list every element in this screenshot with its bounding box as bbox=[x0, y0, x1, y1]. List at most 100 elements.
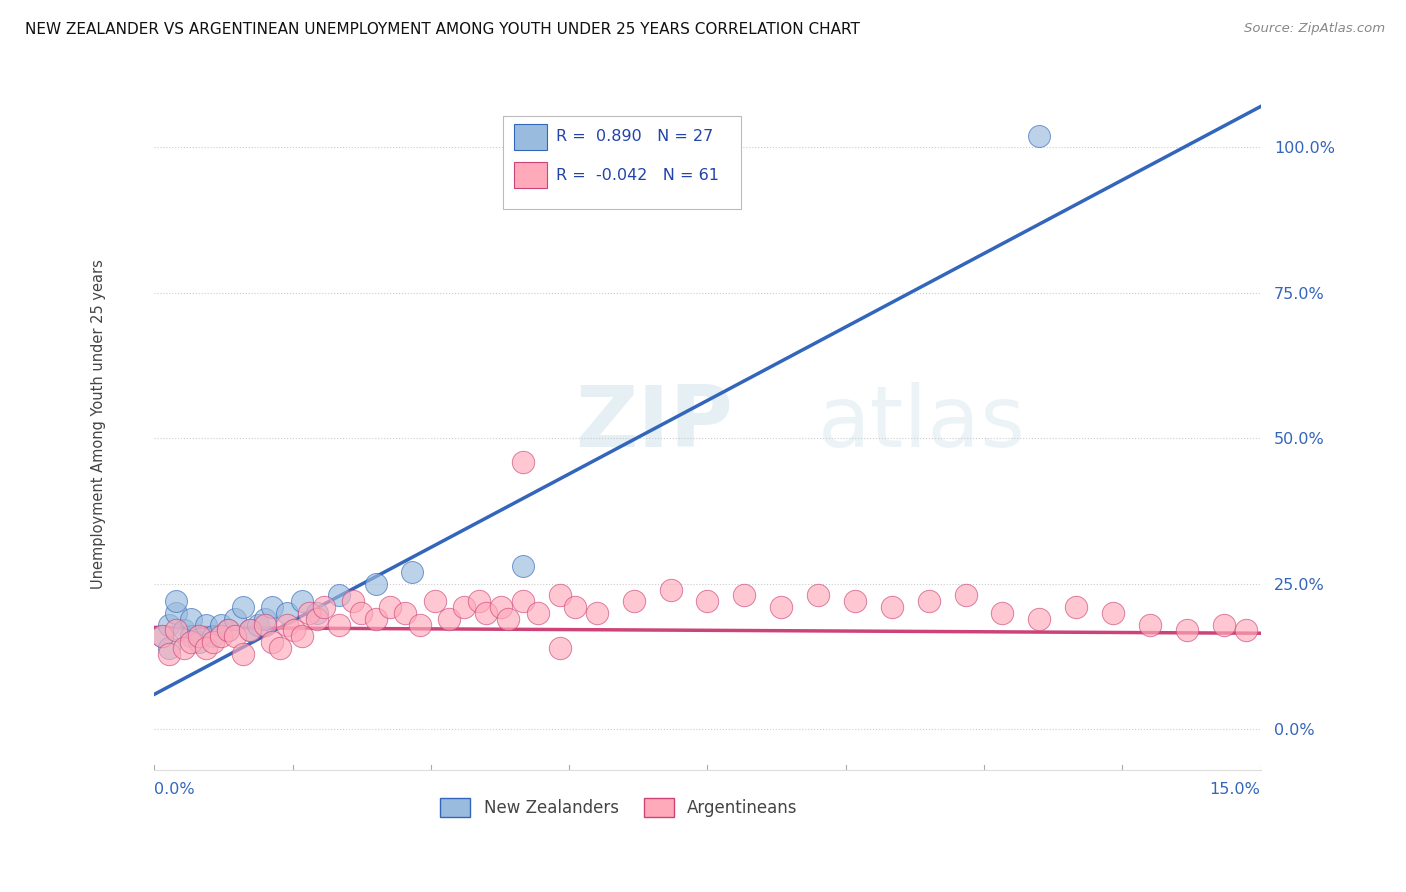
Point bbox=[232, 647, 254, 661]
Text: Unemployment Among Youth under 25 years: Unemployment Among Youth under 25 years bbox=[91, 259, 107, 589]
Point bbox=[224, 612, 246, 626]
Text: ZIP: ZIP bbox=[575, 382, 733, 466]
Point bbox=[696, 594, 718, 608]
Point bbox=[283, 624, 305, 638]
Text: R =  -0.042   N = 61: R = -0.042 N = 61 bbox=[555, 168, 718, 183]
Point bbox=[1175, 624, 1198, 638]
Point bbox=[489, 600, 512, 615]
Point bbox=[564, 600, 586, 615]
Point bbox=[157, 647, 180, 661]
Point bbox=[262, 600, 284, 615]
Point bbox=[224, 629, 246, 643]
Point bbox=[253, 612, 276, 626]
Text: 0.0%: 0.0% bbox=[155, 781, 195, 797]
Point bbox=[475, 606, 498, 620]
Point bbox=[239, 624, 262, 638]
Point bbox=[217, 624, 239, 638]
Point bbox=[276, 617, 298, 632]
Point bbox=[291, 594, 314, 608]
Point bbox=[157, 617, 180, 632]
Point bbox=[364, 612, 387, 626]
Point bbox=[733, 588, 755, 602]
Point bbox=[1212, 617, 1234, 632]
Point bbox=[157, 640, 180, 655]
FancyBboxPatch shape bbox=[513, 124, 547, 150]
Point bbox=[659, 582, 682, 597]
Point bbox=[1139, 617, 1161, 632]
Text: 15.0%: 15.0% bbox=[1209, 781, 1261, 797]
Point bbox=[350, 606, 373, 620]
Point bbox=[276, 606, 298, 620]
Point bbox=[150, 629, 173, 643]
Point bbox=[527, 606, 550, 620]
Point bbox=[409, 617, 432, 632]
Point bbox=[173, 624, 195, 638]
Point bbox=[239, 624, 262, 638]
Point bbox=[585, 606, 607, 620]
Point bbox=[498, 612, 520, 626]
Legend: New Zealanders, Argentineans: New Zealanders, Argentineans bbox=[433, 791, 804, 824]
Point bbox=[401, 565, 423, 579]
Point bbox=[194, 640, 217, 655]
Text: NEW ZEALANDER VS ARGENTINEAN UNEMPLOYMENT AMONG YOUTH UNDER 25 YEARS CORRELATION: NEW ZEALANDER VS ARGENTINEAN UNEMPLOYMEN… bbox=[25, 22, 860, 37]
Point bbox=[1028, 128, 1050, 143]
Point bbox=[512, 454, 534, 468]
Point bbox=[394, 606, 416, 620]
Point bbox=[1028, 612, 1050, 626]
Point bbox=[217, 624, 239, 638]
Point bbox=[364, 576, 387, 591]
Point bbox=[150, 629, 173, 643]
Point bbox=[844, 594, 866, 608]
Point bbox=[165, 606, 187, 620]
Point bbox=[173, 640, 195, 655]
Point bbox=[380, 600, 402, 615]
Point bbox=[187, 635, 209, 649]
Point bbox=[439, 612, 461, 626]
Point bbox=[180, 635, 202, 649]
Point bbox=[194, 617, 217, 632]
Point bbox=[328, 588, 350, 602]
Point bbox=[548, 640, 571, 655]
Point bbox=[1102, 606, 1125, 620]
Point bbox=[512, 559, 534, 574]
Point bbox=[468, 594, 491, 608]
Point bbox=[623, 594, 645, 608]
Point bbox=[305, 606, 328, 620]
Point bbox=[423, 594, 446, 608]
Point bbox=[187, 629, 209, 643]
Point bbox=[291, 629, 314, 643]
Point bbox=[305, 612, 328, 626]
Point bbox=[512, 594, 534, 608]
FancyBboxPatch shape bbox=[503, 116, 741, 209]
Point bbox=[202, 629, 225, 643]
Point bbox=[770, 600, 793, 615]
Text: Source: ZipAtlas.com: Source: ZipAtlas.com bbox=[1244, 22, 1385, 36]
Point bbox=[269, 640, 291, 655]
Point bbox=[328, 617, 350, 632]
Point bbox=[232, 600, 254, 615]
Point bbox=[453, 600, 475, 615]
Point bbox=[165, 624, 187, 638]
Point bbox=[209, 617, 232, 632]
Point bbox=[298, 606, 321, 620]
Point bbox=[342, 594, 364, 608]
Text: atlas: atlas bbox=[818, 382, 1026, 466]
Point bbox=[312, 600, 335, 615]
Point bbox=[918, 594, 941, 608]
Point bbox=[1234, 624, 1257, 638]
Point bbox=[548, 588, 571, 602]
Point bbox=[180, 612, 202, 626]
FancyBboxPatch shape bbox=[513, 162, 547, 188]
Point bbox=[955, 588, 977, 602]
Point bbox=[246, 617, 269, 632]
Point bbox=[253, 617, 276, 632]
Point bbox=[209, 629, 232, 643]
Point bbox=[180, 629, 202, 643]
Point bbox=[991, 606, 1014, 620]
Point bbox=[202, 635, 225, 649]
Text: R =  0.890   N = 27: R = 0.890 N = 27 bbox=[555, 129, 713, 145]
Point bbox=[262, 635, 284, 649]
Point bbox=[880, 600, 903, 615]
Point bbox=[807, 588, 830, 602]
Point bbox=[165, 594, 187, 608]
